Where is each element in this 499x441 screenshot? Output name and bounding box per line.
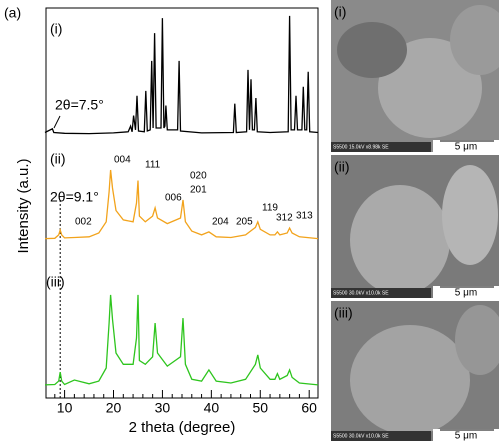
sem-info: S5500 15.0kV x8.98k SE [333, 144, 389, 150]
series-line [44, 294, 319, 386]
peak-label: 002 [75, 217, 92, 228]
sem-label: (ii) [334, 159, 350, 175]
peak-label: 006 [165, 193, 182, 204]
scale-label: 5 μm [455, 142, 477, 153]
peak-label: 201 [190, 185, 207, 196]
y-axis-title: Intensity (a.u.) [15, 158, 32, 253]
info-bar [331, 431, 431, 441]
x-tick-label: 50 [252, 400, 268, 416]
peak-label: 313 [296, 211, 313, 222]
scale-box [433, 429, 499, 441]
particle [442, 165, 498, 265]
sem-info: S5500 30.0kV x10.0k SE [333, 290, 389, 296]
x-axis-title: 2 theta (degree) [129, 419, 236, 436]
series-label: (i) [50, 21, 62, 37]
sem-info: S5500 30.0kV x10.0k SE [333, 433, 389, 439]
sem-label: (iii) [334, 305, 353, 321]
particle [378, 38, 482, 138]
scale-label: 5 μm [455, 288, 477, 299]
peak-label: 004 [114, 155, 131, 166]
series-line [44, 169, 319, 240]
x-tick-label: 30 [155, 400, 171, 416]
peak-label: 205 [236, 217, 253, 228]
series-label: (iii) [46, 274, 65, 290]
x-tick-label: 10 [57, 400, 73, 416]
x-tick-label: 20 [106, 400, 122, 416]
info-bar [331, 142, 431, 152]
panel-label: (a) [4, 5, 21, 21]
sem-label: (i) [334, 4, 346, 20]
annotation: 2θ=9.1° [50, 189, 99, 205]
scale-label: 5 μm [455, 431, 477, 441]
particle [350, 325, 470, 435]
sem-images [331, 0, 499, 441]
peak-label: 111 [145, 160, 161, 171]
particle [337, 22, 407, 78]
scale-box [433, 286, 499, 298]
peak-label: 119 [262, 203, 278, 214]
particle [450, 5, 499, 75]
x-tick-label: 60 [301, 400, 317, 416]
peak-label: 020 [190, 171, 207, 182]
x-tick-label: 40 [204, 400, 220, 416]
particle [350, 185, 450, 295]
particle [455, 305, 499, 375]
peak-label: 312 [276, 213, 293, 224]
info-bar [331, 288, 431, 298]
annotation-arrow [53, 115, 61, 129]
annotation: 2θ=7.5° [55, 97, 104, 113]
scale-box [433, 140, 499, 152]
series-label: (ii) [50, 151, 66, 167]
peak-label: 204 [212, 217, 229, 228]
series-line [44, 15, 319, 135]
